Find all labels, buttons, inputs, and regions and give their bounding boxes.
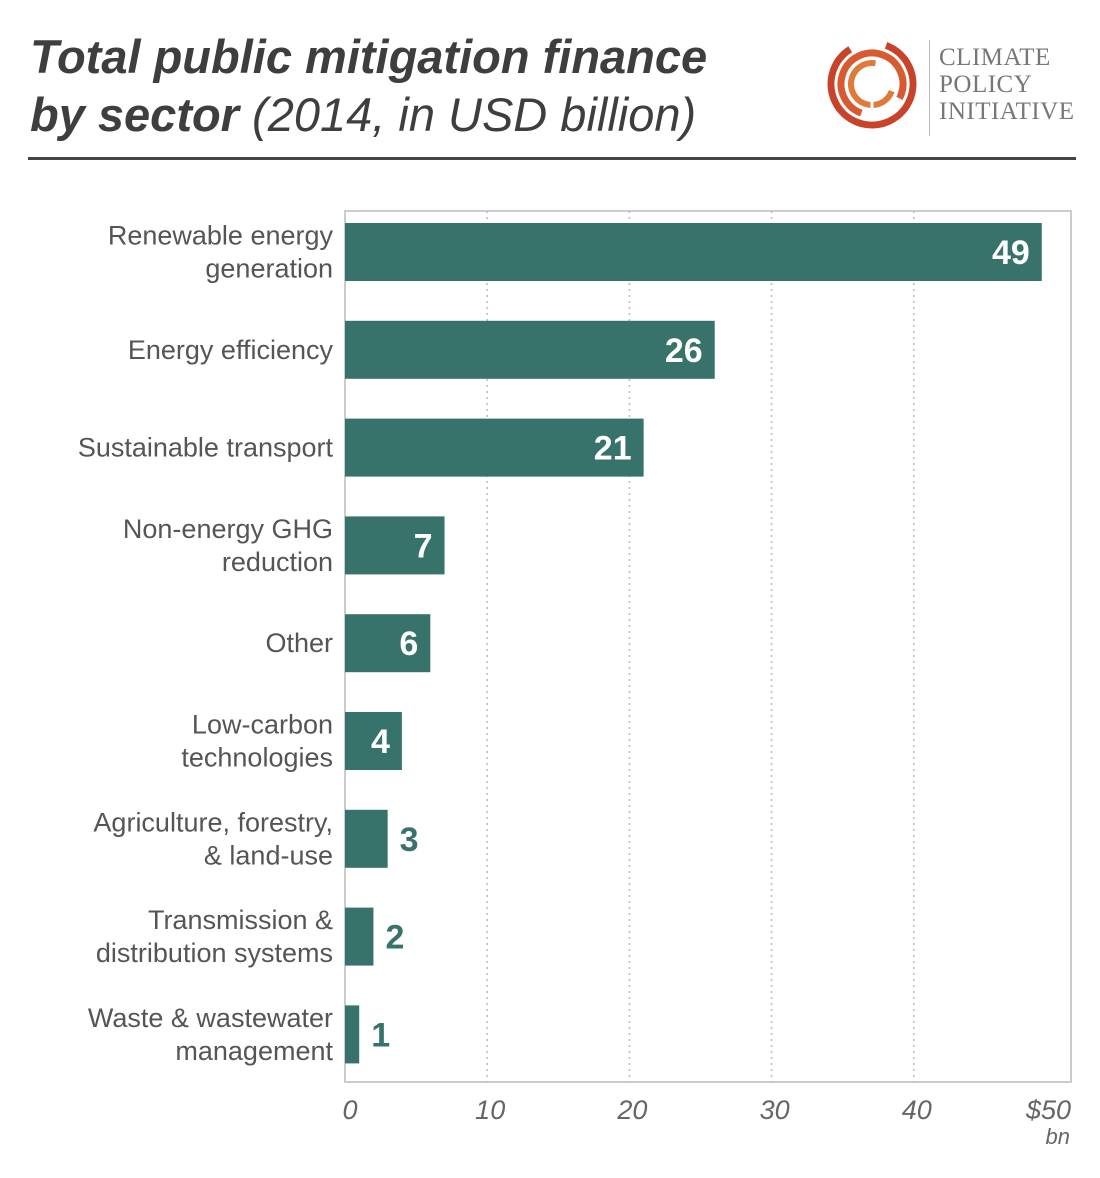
category-label-7-line-0: Transmission & [148, 905, 333, 935]
category-label-3: Non-energy GHG reduction [123, 514, 333, 577]
bar-value-label-4: 6 [399, 625, 418, 663]
chart-subtitle: (2014, in USD billion) [252, 88, 697, 141]
category-label-3-line-1: reduction [222, 547, 333, 577]
x-tick-label-40: 40 [902, 1095, 932, 1125]
category-label-0: Renewable energy generation [108, 221, 334, 284]
x-tick-label-20: 20 [616, 1095, 647, 1125]
logo-line-3: INITIATIVE [939, 98, 1075, 125]
climate-policy-initiative-logo: CLIMATE POLICY INITIATIVE [826, 38, 1076, 138]
category-label-1-line-0: Energy efficiency [128, 335, 334, 365]
bar-7 [345, 907, 374, 966]
category-label-8: Waste & wastewater management [88, 1003, 334, 1066]
bar-value-label-6: 3 [400, 821, 419, 859]
category-label-6: Agriculture, forestry, & land-use [93, 807, 333, 870]
category-label-4: Other [265, 628, 333, 658]
category-label-6-line-0: Agriculture, forestry, [93, 807, 333, 837]
title-line-2: by sector [30, 88, 239, 141]
logo-wordmark: CLIMATE POLICY INITIATIVE [939, 44, 1075, 125]
bar-value-label-0: 49 [992, 234, 1030, 272]
x-tick-label-30: 30 [760, 1095, 790, 1125]
category-label-5-line-0: Low-carbon [192, 710, 333, 740]
bar-1 [345, 320, 715, 379]
category-label-2: Sustainable transport [78, 433, 334, 463]
x-tick-label-0: 0 [342, 1095, 357, 1125]
x-tick-label-10: 10 [475, 1095, 505, 1125]
category-label-8-line-0: Waste & wastewater [88, 1003, 333, 1033]
logo-divider [929, 40, 930, 136]
category-label-3-line-0: Non-energy GHG [123, 514, 333, 544]
bar-value-label-3: 7 [414, 527, 433, 565]
x-axis-unit-label: bn [1046, 1124, 1070, 1149]
bar-3 [345, 516, 445, 575]
category-label-4-line-0: Other [265, 628, 333, 658]
bar-value-label-2: 21 [594, 430, 632, 468]
bar-8 [345, 1005, 360, 1064]
bar-2 [345, 418, 644, 477]
bar-value-label-7: 2 [385, 919, 404, 957]
bar-6 [345, 809, 388, 868]
bar-0 [345, 223, 1042, 281]
category-label-2-line-0: Sustainable transport [78, 433, 334, 463]
logo-line-2: POLICY [939, 71, 1033, 98]
title-line-1: Total public mitigation finance [30, 30, 708, 83]
category-label-6-line-1: & land-use [204, 840, 333, 870]
category-label-0-line-1: generation [205, 254, 333, 284]
logo-line-1: CLIMATE [939, 44, 1051, 71]
x-tick-label-50: $50 [1025, 1095, 1071, 1125]
category-label-7-line-1: distribution systems [96, 938, 333, 968]
category-label-1: Energy efficiency [128, 335, 334, 365]
bar-value-label-5: 4 [371, 723, 390, 761]
title-divider [28, 157, 1076, 160]
bar-value-label-8: 1 [371, 1016, 390, 1054]
category-label-0-line-0: Renewable energy [108, 221, 334, 251]
logo-swirl-icon [827, 39, 917, 129]
bar-5 [345, 712, 402, 770]
chart-title: Total public mitigation finance by secto… [30, 28, 790, 144]
category-label-8-line-1: management [175, 1036, 333, 1066]
category-label-5: Low-carbon technologies [181, 710, 333, 773]
category-label-7: Transmission & distribution systems [96, 905, 333, 968]
category-label-5-line-1: technologies [181, 743, 333, 773]
bar-4 [345, 614, 431, 673]
bar-value-label-1: 26 [665, 332, 703, 370]
